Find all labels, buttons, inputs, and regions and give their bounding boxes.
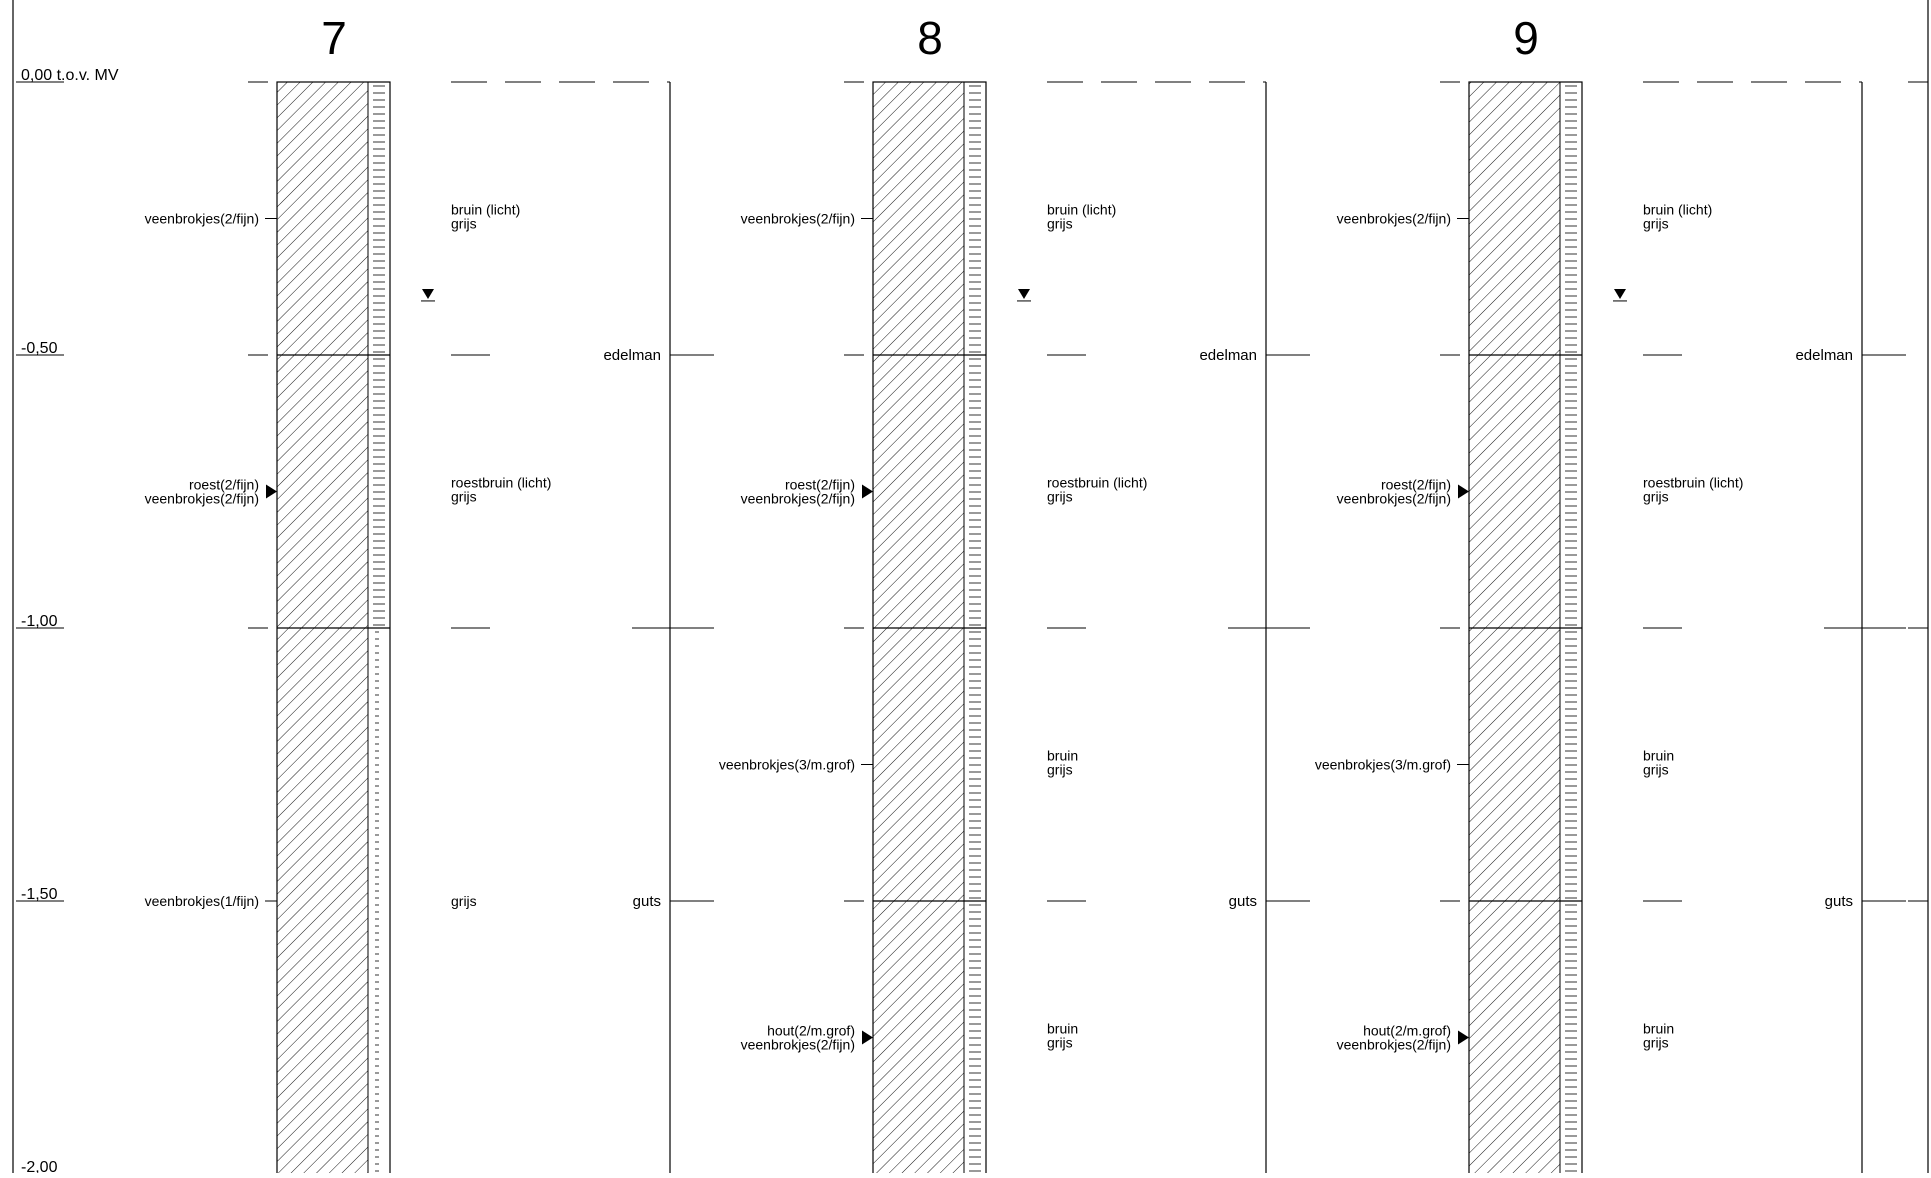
color-label: roestbruin (licht) (1047, 475, 1147, 491)
profile-number: 8 (917, 12, 943, 64)
method-label: guts (633, 893, 661, 910)
admixture-label: veenbrokjes(2/fijn) (145, 491, 259, 507)
color-label: bruin (licht) (451, 202, 520, 218)
admixture-label: veenbrokjes(2/fijn) (145, 211, 259, 227)
color-label: bruin (1643, 1021, 1674, 1037)
groundwater-marker-icon (1614, 288, 1626, 299)
layer-marker-arrow (862, 484, 873, 499)
profile-number: 9 (1513, 12, 1539, 64)
texture-strip (1565, 85, 1577, 1172)
color-label: bruin (licht) (1643, 202, 1712, 218)
admixture-label: hout(2/m.grof) (1363, 1023, 1451, 1039)
color-label: grijs (451, 216, 477, 232)
admixture-label: roest(2/fijn) (1381, 477, 1451, 493)
admixture-label: veenbrokjes(2/fijn) (1337, 211, 1451, 227)
color-label: bruin (licht) (1047, 202, 1116, 218)
admixture-label: veenbrokjes(3/m.grof) (1315, 757, 1451, 773)
depth-tick-label: -2,00 (21, 1159, 58, 1173)
profile-number: 7 (321, 12, 347, 64)
depth-tick-label: -1,00 (21, 613, 58, 630)
color-label: grijs (451, 489, 477, 505)
admixture-label: veenbrokjes(3/m.grof) (719, 757, 855, 773)
depth-reference-label: 0,00 t.o.v. MV (21, 67, 119, 84)
admixture-label: veenbrokjes(2/fijn) (1337, 491, 1451, 507)
color-label: grijs (1643, 1035, 1669, 1051)
color-label: grijs (1047, 216, 1073, 232)
layer-marker-arrow (266, 484, 277, 499)
color-label: grijs (451, 893, 477, 909)
layer-marker-arrow (1458, 1030, 1469, 1045)
color-label: roestbruin (licht) (1643, 475, 1743, 491)
color-label: grijs (1047, 489, 1073, 505)
method-label: guts (1229, 893, 1257, 910)
method-label: edelman (1199, 347, 1257, 364)
method-label: edelman (603, 347, 661, 364)
admixture-label: veenbrokjes(2/fijn) (741, 211, 855, 227)
method-label: edelman (1795, 347, 1853, 364)
color-label: roestbruin (licht) (451, 475, 551, 491)
admixture-label: hout(2/m.grof) (767, 1023, 855, 1039)
color-label: grijs (1643, 489, 1669, 505)
method-label: guts (1825, 893, 1853, 910)
groundwater-marker-icon (1018, 288, 1030, 299)
layer-marker-arrow (862, 1030, 873, 1045)
admixture-label: veenbrokjes(2/fijn) (741, 1037, 855, 1053)
color-label: grijs (1643, 216, 1669, 232)
layer-marker-arrow (1458, 484, 1469, 499)
admixture-label: roest(2/fijn) (785, 477, 855, 493)
admixture-label: veenbrokjes(2/fijn) (741, 491, 855, 507)
depth-tick-label: -0,50 (21, 340, 58, 357)
admixture-label: roest(2/fijn) (189, 477, 259, 493)
color-label: bruin (1047, 748, 1078, 764)
color-label: bruin (1643, 748, 1674, 764)
texture-strip (969, 85, 981, 1172)
depth-axis: 0,00 t.o.v. MV -0,50 -1,00 -1,50 -2,00 (16, 67, 119, 1176)
admixture-label: veenbrokjes(2/fijn) (1337, 1037, 1451, 1053)
color-label: bruin (1047, 1021, 1078, 1037)
color-label: grijs (1047, 762, 1073, 778)
depth-tick-label: -1,50 (21, 886, 58, 903)
groundwater-marker-icon (422, 288, 434, 299)
color-label: grijs (1643, 762, 1669, 778)
admixture-label: veenbrokjes(1/fijn) (145, 893, 259, 909)
texture-strip (373, 85, 385, 1172)
color-label: grijs (1047, 1035, 1073, 1051)
